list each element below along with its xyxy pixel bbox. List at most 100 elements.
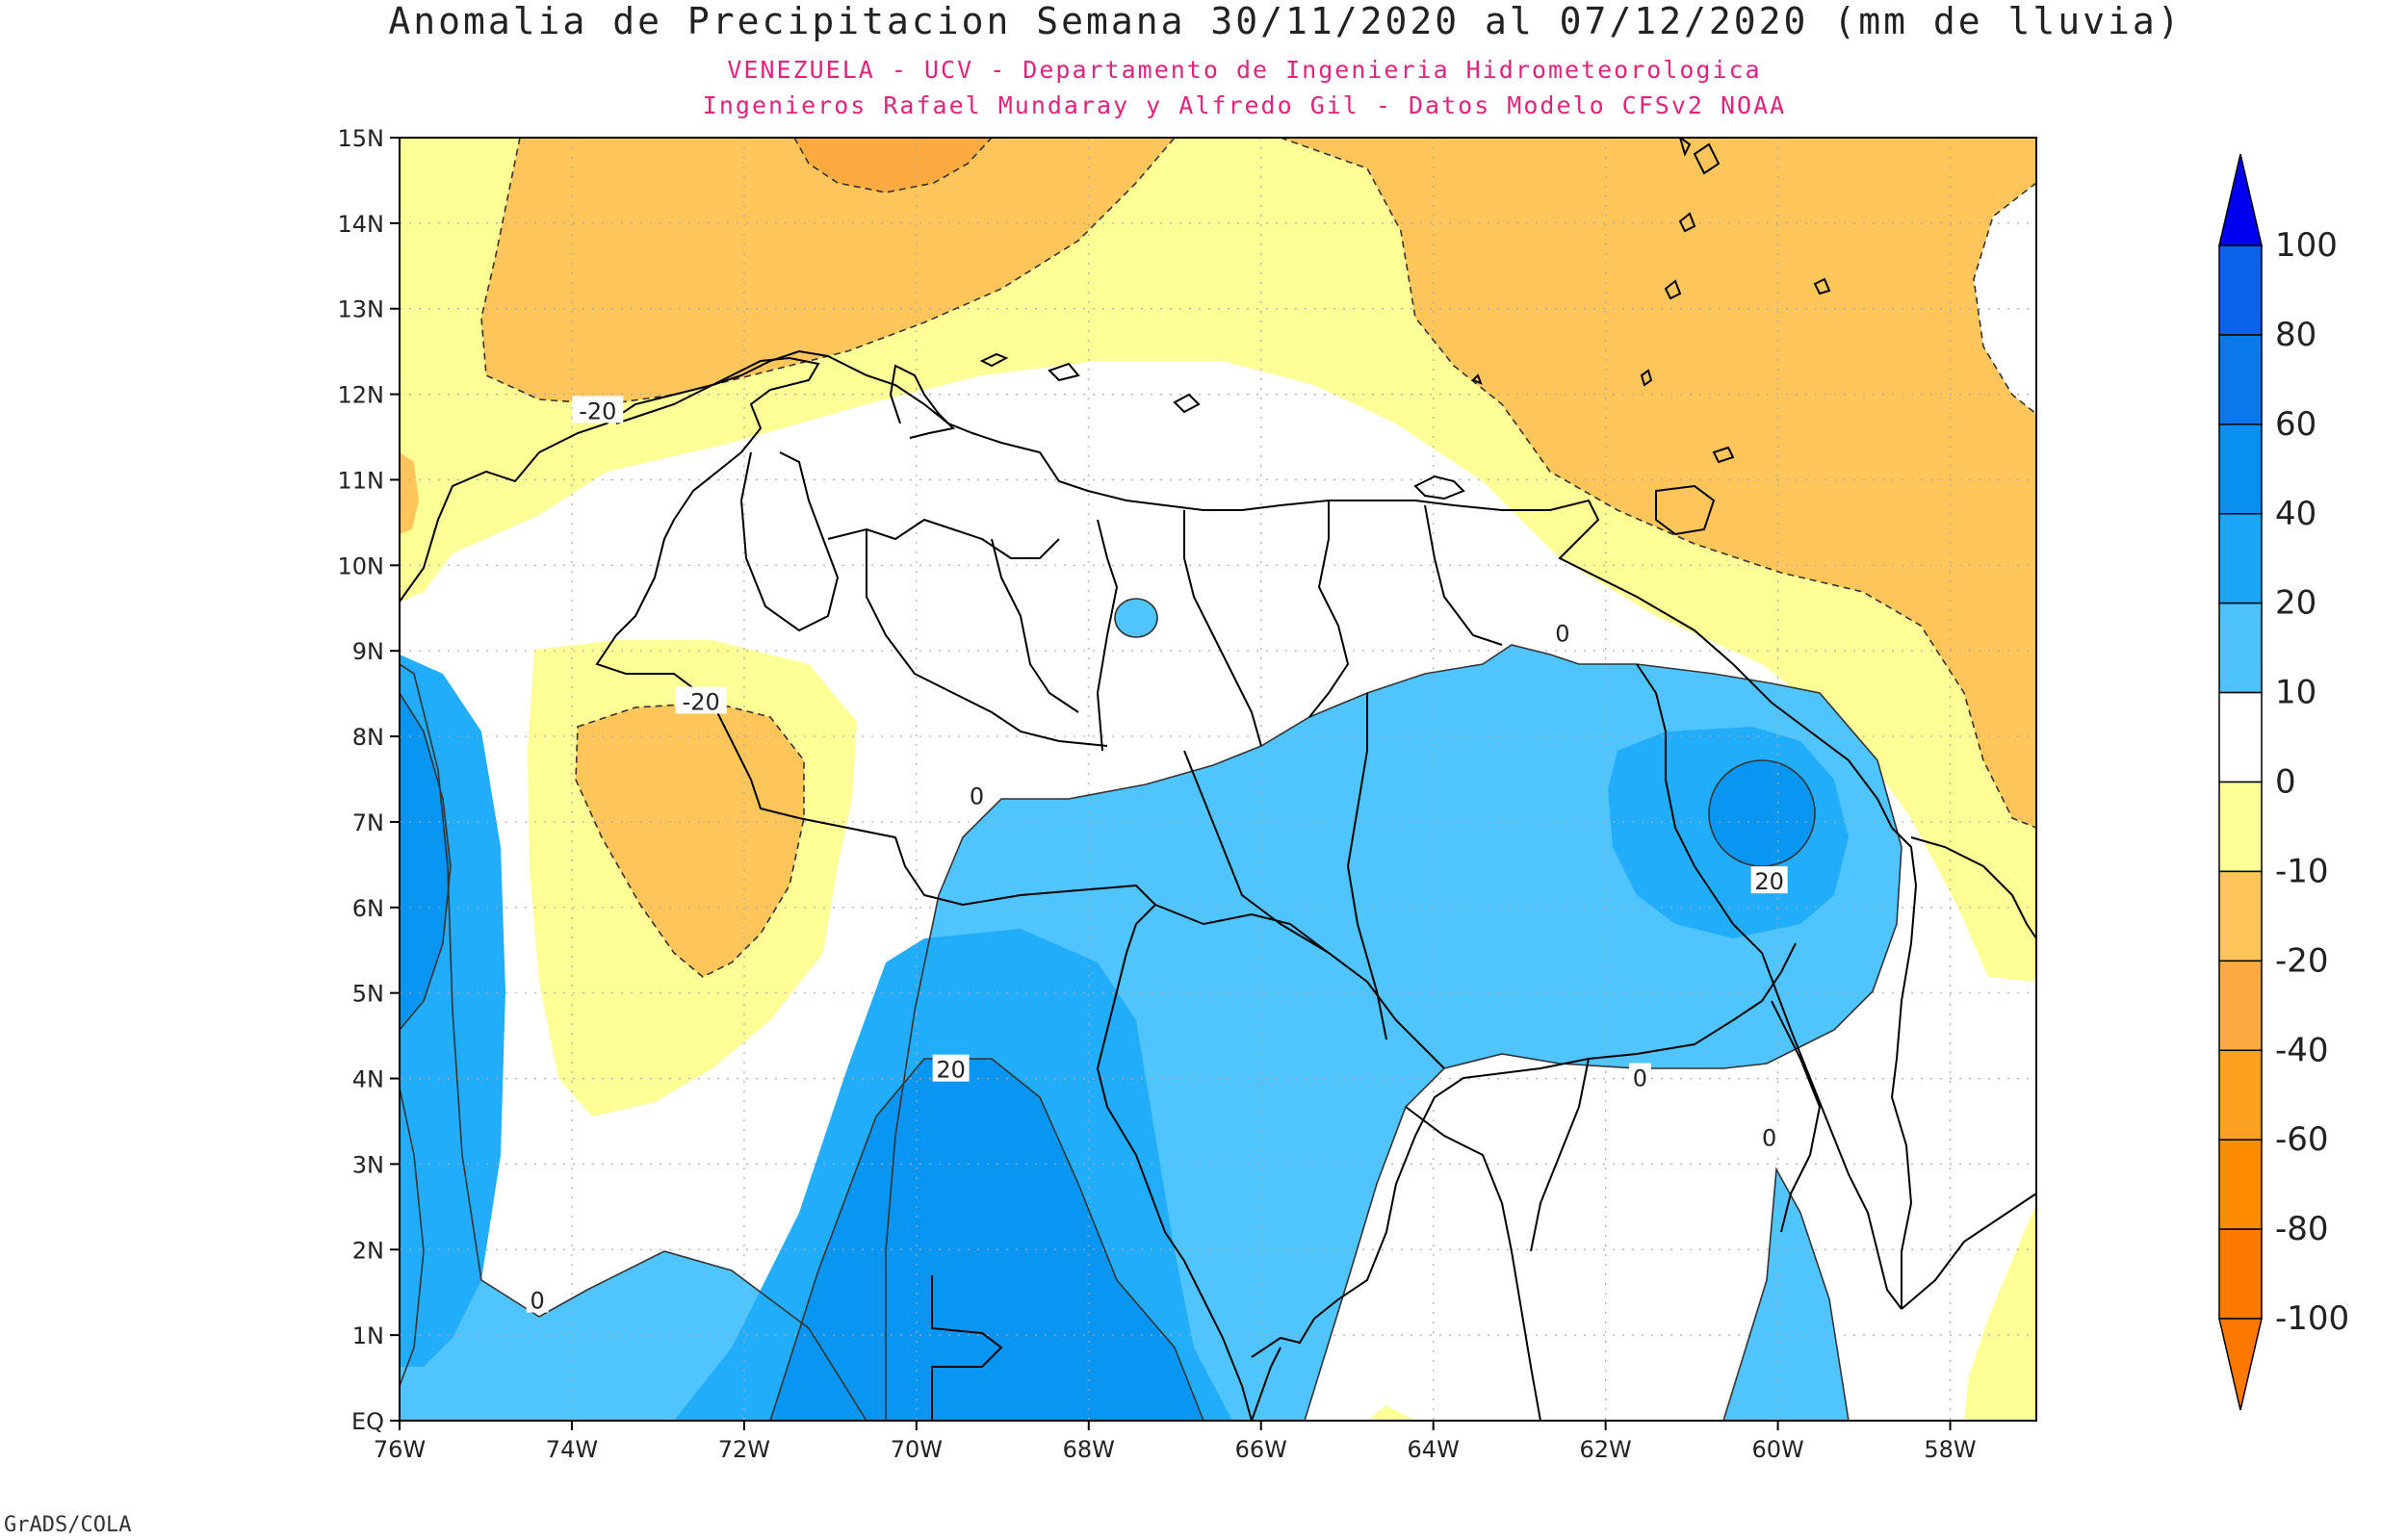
colorbar-label: 10 bbox=[2275, 674, 2316, 712]
colorbar-swatch bbox=[2218, 1228, 2263, 1320]
x-tick-label: 76W bbox=[374, 1436, 426, 1463]
colorbar-swatch bbox=[2218, 1049, 2263, 1141]
contour-zero-main bbox=[885, 644, 1902, 1421]
colorbar-label: -60 bbox=[2275, 1120, 2329, 1159]
colorbar-swatch bbox=[2218, 960, 2263, 1051]
contour-label: 0 bbox=[1762, 1125, 1776, 1152]
state-boundary-e bbox=[1183, 510, 1262, 747]
contour-label-bg bbox=[1551, 618, 1574, 646]
contour-zero-west bbox=[400, 663, 867, 1421]
y-tick-label: 7N bbox=[352, 809, 384, 836]
y-tick-label: 1N bbox=[352, 1322, 384, 1349]
contour-label-bg bbox=[526, 1285, 549, 1313]
island-colombia-sanandres bbox=[1471, 373, 1483, 385]
state-boundary-d bbox=[1096, 519, 1119, 752]
x-tick-label: 66W bbox=[1235, 1436, 1287, 1463]
anomaly-region-neg20-northeast bbox=[1281, 138, 2003, 346]
state-boundary-i bbox=[1346, 693, 1387, 1040]
x-axis: 76W 74W 72W 70W 68W 66W 64W 62W 60W 58W bbox=[374, 1421, 1977, 1463]
lake-maracaibo bbox=[739, 451, 840, 632]
island-barbados bbox=[1813, 277, 1831, 295]
border-guyana-suriname bbox=[1890, 827, 1918, 1309]
y-tick-label: 8N bbox=[352, 724, 384, 751]
contour-neg20-farest bbox=[1973, 182, 2036, 415]
colorbar-label: -100 bbox=[2275, 1299, 2349, 1338]
anomaly-region-pos20-east bbox=[1709, 760, 1815, 866]
contour-label-bg bbox=[1628, 1063, 1651, 1091]
contour-neg40-north bbox=[793, 138, 993, 193]
colorbar-label: 60 bbox=[2275, 405, 2316, 444]
state-boundary-brazil-a bbox=[1405, 1106, 1541, 1421]
colorbar-swatch bbox=[2218, 691, 2263, 783]
island-aruba-curacao bbox=[979, 352, 1201, 414]
colorbar-label: -40 bbox=[2275, 1031, 2329, 1069]
state-boundary-f bbox=[1308, 500, 1350, 718]
border-colombia-venezuela bbox=[595, 451, 1253, 1421]
y-axis: EQ 1N 2N 3N 4N 5N 6N 7N 8N 9N 10N 11N 12N 13N 14N 15N bbox=[338, 125, 400, 1435]
contour-label-bg bbox=[932, 1054, 970, 1082]
contour-pos20-east bbox=[1708, 759, 1816, 867]
contour-label: 20 bbox=[936, 1057, 966, 1084]
state-boundary-b bbox=[866, 529, 1108, 747]
contour-label-bg bbox=[1750, 866, 1788, 894]
contour-zero-southeast bbox=[1722, 1167, 1850, 1421]
y-tick-label: 12N bbox=[338, 382, 385, 409]
border-suriname-frenchguiana bbox=[1910, 836, 2036, 939]
y-tick-label: 15N bbox=[338, 125, 385, 152]
contour-label-bg bbox=[675, 686, 727, 714]
state-boundary-g bbox=[1424, 504, 1503, 646]
island-dominica bbox=[1678, 138, 1692, 157]
colorbar-label: 100 bbox=[2275, 226, 2338, 265]
coastline-paraguana bbox=[889, 364, 956, 439]
state-boundary-j bbox=[1154, 904, 1330, 954]
contour-pos20-west bbox=[400, 692, 452, 1031]
x-tick-label: 70W bbox=[891, 1436, 943, 1463]
contour-label-bg bbox=[1758, 1122, 1781, 1150]
graticule bbox=[399, 137, 2036, 1422]
x-tick-label: 58W bbox=[1924, 1436, 1976, 1463]
colorbar-label: 0 bbox=[2275, 763, 2296, 802]
contour-label-bg bbox=[965, 781, 988, 808]
colorbar-swatch bbox=[2218, 870, 2263, 962]
island-margarita bbox=[1413, 475, 1465, 500]
state-boundary-h bbox=[1183, 750, 1445, 1069]
x-tick-label: 64W bbox=[1408, 1436, 1460, 1463]
anomaly-region-pos20-south bbox=[770, 1059, 1204, 1421]
plot-frame bbox=[399, 137, 2037, 1422]
colorbar-swatch bbox=[2218, 781, 2263, 873]
contour-label: -20 bbox=[683, 689, 720, 716]
anomaly-region-neg10-southeast bbox=[1964, 1203, 2036, 1421]
colorbar-swatch bbox=[2218, 602, 2263, 694]
contour-label: 20 bbox=[1754, 868, 1784, 895]
island-stvincent bbox=[1664, 279, 1682, 300]
contour-label: 0 bbox=[970, 783, 984, 809]
x-tick-label: 60W bbox=[1751, 1436, 1803, 1463]
anomaly-region-neg20-northwest bbox=[481, 138, 1175, 404]
contour-label: 0 bbox=[1633, 1065, 1647, 1092]
state-boundary-a bbox=[827, 518, 1060, 559]
contour-labels: -20 -20 0 0 20 20 0 0 0 bbox=[526, 396, 1788, 1315]
contour-label: 0 bbox=[1555, 620, 1569, 647]
contour-zero-island bbox=[1114, 598, 1158, 638]
anomaly-region-pos20-west bbox=[400, 693, 451, 1030]
y-tick-label: 10N bbox=[338, 552, 385, 579]
colorbar-label: -20 bbox=[2275, 941, 2329, 980]
y-tick-label: 5N bbox=[352, 981, 384, 1008]
colorbar-swatch bbox=[2218, 334, 2263, 425]
colorbar-swatch bbox=[2218, 244, 2263, 336]
x-tick-label: 62W bbox=[1579, 1436, 1631, 1463]
colorbar-label: 40 bbox=[2275, 495, 2316, 533]
contour-pos40-west bbox=[400, 1087, 425, 1387]
contour-neg20-east bbox=[1280, 138, 2036, 829]
colorbar-swatch bbox=[2218, 424, 2263, 515]
x-tick-label: 68W bbox=[1063, 1436, 1115, 1463]
y-tick-label: 13N bbox=[338, 296, 385, 323]
contour-label: 0 bbox=[531, 1288, 545, 1315]
map-subtitle-institution: VENEZUELA - UCV - Departamento de Ingeni… bbox=[727, 56, 1762, 84]
x-tick-label: 74W bbox=[546, 1436, 598, 1463]
contour-pos20-south bbox=[769, 1058, 1204, 1421]
anomaly-region-pos0-central bbox=[400, 664, 867, 1421]
y-tick-label: 9N bbox=[352, 638, 384, 665]
